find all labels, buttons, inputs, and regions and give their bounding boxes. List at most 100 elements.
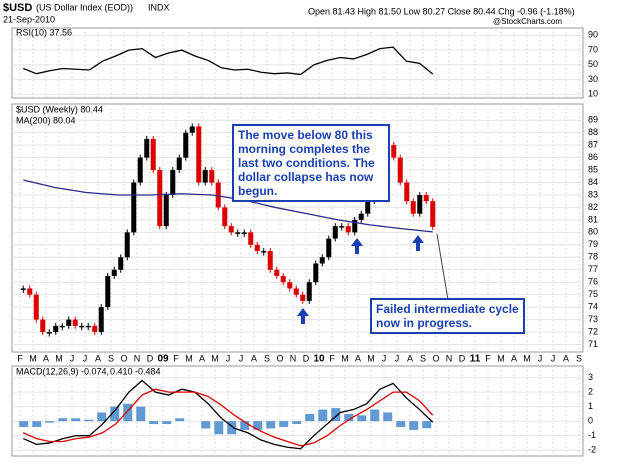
ma-legend: MA(200) 80.04 — [16, 115, 76, 125]
y-tick-label: 79 — [588, 239, 598, 249]
candle — [163, 194, 169, 227]
legend: $USD (Weekly) 80.44 — [16, 104, 103, 114]
candle — [293, 288, 299, 295]
candle — [313, 263, 319, 283]
candle — [267, 251, 273, 270]
candle — [358, 213, 364, 220]
x-tick-label: 10 — [313, 354, 325, 365]
candle — [274, 269, 280, 276]
histogram-bar — [97, 412, 107, 422]
y-tick-label: 10 — [588, 89, 598, 99]
candle — [53, 325, 59, 333]
y-tick-label: 71 — [588, 339, 598, 349]
candle — [144, 138, 150, 158]
signal-line — [22, 388, 434, 447]
histogram-bar — [136, 406, 146, 422]
candle — [189, 126, 195, 133]
quote: Open 81.43 High 81.50 Low 80.27 Close 80… — [308, 6, 575, 16]
histogram-bar — [253, 421, 263, 430]
candle — [98, 307, 104, 333]
x-tick-label: A — [43, 353, 49, 363]
y-tick-label: -2 — [588, 445, 596, 455]
candle — [79, 325, 85, 328]
candle — [423, 194, 429, 202]
candle — [46, 332, 52, 334]
candle — [105, 275, 111, 308]
candle — [170, 170, 176, 195]
x-tick-label: S — [108, 353, 114, 363]
histogram-bar — [175, 418, 185, 422]
candle — [40, 319, 46, 333]
x-tick-label: J — [551, 353, 556, 363]
symbol: $USD — [3, 2, 32, 14]
candle — [118, 257, 124, 270]
candle — [391, 145, 397, 158]
x-tick-label: F — [329, 353, 335, 363]
arrow — [297, 308, 309, 324]
y-tick-label: 0 — [588, 416, 593, 426]
histogram-bar — [201, 421, 211, 429]
x-tick-label: F — [173, 353, 179, 363]
legend: 0.410 — [110, 366, 133, 376]
candle — [300, 294, 306, 301]
x-tick-label: J — [382, 353, 387, 363]
candle — [404, 182, 410, 202]
candle — [92, 325, 98, 333]
histogram-bar — [396, 421, 406, 427]
y-tick-label: 76 — [588, 277, 598, 287]
histogram-bar — [331, 408, 341, 422]
rsi-frame — [11, 27, 584, 99]
candle — [228, 226, 234, 233]
histogram-bar — [227, 421, 237, 435]
candle — [339, 226, 345, 228]
candle — [66, 319, 72, 326]
y-tick-label: 90 — [588, 30, 598, 40]
x-tick-label: M — [523, 353, 531, 363]
x-tick-label: A — [563, 353, 569, 363]
candle — [202, 170, 208, 183]
x-tick-label: A — [199, 353, 205, 363]
x-tick-label: M — [55, 353, 63, 363]
x-tick-label: S — [264, 353, 270, 363]
annotation: Failed intermediate cycle now in progres… — [370, 298, 525, 334]
candle — [332, 226, 338, 239]
candle — [72, 319, 78, 326]
index-name: (US Dollar Index (EOD)) — [36, 2, 133, 12]
x-tick-label: D — [303, 353, 310, 363]
histogram-bar — [32, 421, 42, 427]
candle — [365, 201, 371, 214]
candle — [20, 288, 26, 290]
histogram-bar — [45, 421, 55, 423]
y-tick-label: 75 — [588, 289, 598, 299]
y-tick-label: 78 — [588, 252, 598, 262]
ma-line — [23, 179, 433, 233]
x-tick-label: M — [29, 353, 37, 363]
y-tick-label: 72 — [588, 326, 598, 336]
price-frame — [11, 103, 584, 353]
candle — [27, 288, 33, 295]
x-tick-label: 09 — [157, 354, 169, 365]
y-tick-label: 81 — [588, 214, 598, 224]
y-tick-label: 85 — [588, 164, 598, 174]
histogram-bar — [305, 413, 315, 422]
macd-line — [22, 379, 434, 450]
histogram-bar — [383, 412, 393, 422]
y-tick-label: 82 — [588, 202, 598, 212]
y-tick-label: -1 — [588, 430, 596, 440]
x-tick-label: J — [226, 353, 231, 363]
arrow — [351, 238, 363, 254]
legend: RSI(10) 37.56 — [16, 27, 72, 37]
candle — [345, 226, 351, 233]
rsi-line — [23, 46, 434, 76]
histogram-bar — [422, 421, 432, 429]
macd-frame — [11, 365, 584, 457]
x-tick-label: D — [147, 353, 154, 363]
arrow — [412, 235, 424, 251]
candle — [417, 194, 423, 214]
y-tick-label: 2 — [588, 387, 593, 397]
candle — [261, 251, 267, 253]
histogram-bar — [149, 421, 159, 425]
y-tick-label: 80 — [588, 227, 598, 237]
